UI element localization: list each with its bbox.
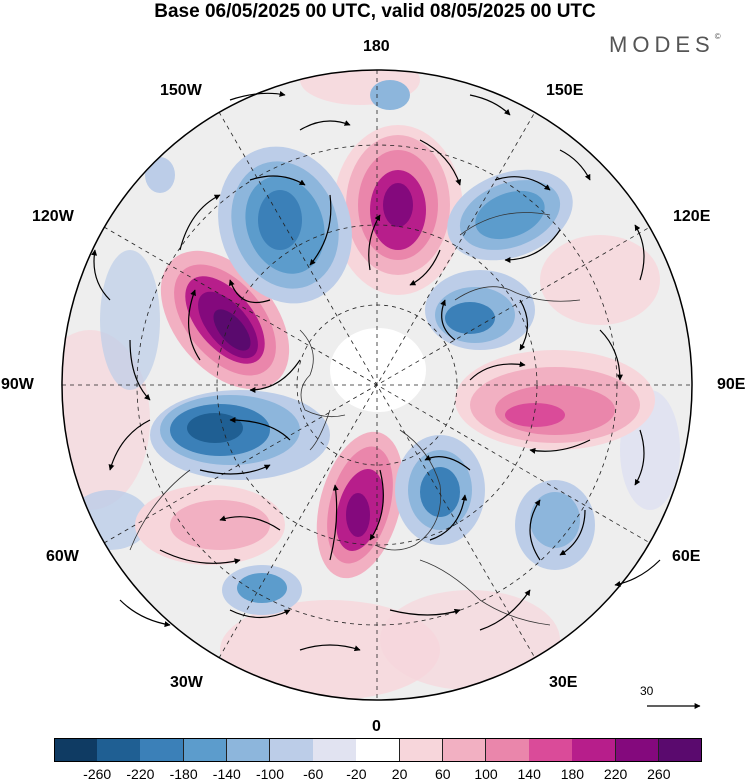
- reference-vector-label: 30: [640, 684, 654, 698]
- colorbar-tick-label: -140: [212, 766, 241, 782]
- field-layer: [62, 70, 692, 700]
- colorbar-swatch: [615, 738, 660, 762]
- map-border: [61, 69, 693, 701]
- anomaly-positive-siberia: [455, 350, 655, 450]
- anomaly-positive-greenland: [316, 431, 404, 579]
- colorbar-tick-label: -60: [303, 766, 324, 782]
- lon-label-120e: 120E: [673, 208, 711, 225]
- colorbar-swatch: [183, 738, 228, 762]
- anomaly-negative-hudson: [150, 390, 330, 480]
- lon-label-30e: 30E: [549, 674, 578, 691]
- colorbar-tick-label: -100: [255, 766, 285, 782]
- anomaly-positive-atlantic: [135, 485, 285, 565]
- colorbar-tick-label: -220: [126, 766, 155, 782]
- colorbar-tick-label: -180: [169, 766, 198, 782]
- lon-label-150e: 150E: [546, 82, 584, 99]
- anomaly-negative-alaska: [218, 146, 352, 304]
- lon-label-90w: 90W: [1, 376, 34, 393]
- anomaly-light-pos: [380, 590, 560, 690]
- anomaly-positive-siberia-east: [333, 125, 463, 295]
- lon-label-0: 0: [372, 718, 381, 735]
- colorbar-tick-label: 180: [560, 766, 585, 782]
- colorbar-tick-label: 20: [391, 766, 408, 782]
- colorbar-swatch: [313, 738, 357, 762]
- anomaly-negative-kara: [425, 270, 535, 350]
- anomaly-negative-small: [145, 157, 175, 193]
- colorbar-swatch: [442, 738, 487, 762]
- colorbar-tick-label: 260: [647, 766, 671, 782]
- graticule: [62, 70, 692, 700]
- lon-label-180: 180: [363, 38, 390, 55]
- colorbar-swatch: [356, 738, 401, 762]
- colorbar: [54, 738, 703, 762]
- colorbar-swatch: [54, 738, 98, 762]
- colorbar-tick-label: 60: [435, 766, 451, 782]
- wind-vectors: [91, 91, 661, 652]
- anomaly-negative-scandinavia: [395, 435, 485, 545]
- map-title: Base 06/05/2025 00 UTC, valid 08/05/2025…: [154, 1, 596, 22]
- colorbar-swatch: [226, 738, 271, 762]
- lon-label-30w: 30W: [170, 674, 203, 691]
- lon-label-60e: 60E: [672, 548, 701, 565]
- colorbar-swatch: [140, 738, 185, 762]
- colorbar-swatch: [529, 738, 573, 762]
- anomaly-light-pos: [540, 235, 660, 325]
- brand-name: MODES: [609, 32, 715, 57]
- colorbar-tick-label: 100: [474, 766, 498, 782]
- pole-neutral-zone: [330, 328, 426, 412]
- colorbar-swatch: [97, 738, 141, 762]
- anomaly-light-neg: [100, 250, 160, 390]
- lon-label-90e: 90E: [717, 376, 746, 393]
- colorbar-swatch: [399, 738, 444, 762]
- anomaly-negative-kamchatka: [447, 169, 573, 261]
- colorbar-swatch: [270, 738, 314, 762]
- lon-label-60w: 60W: [46, 548, 79, 565]
- colorbar-frame: [54, 738, 702, 762]
- lon-label-150w: 150W: [160, 82, 202, 99]
- coastlines: [129, 212, 581, 626]
- anomaly-negative-atlantic: [222, 565, 302, 615]
- colorbar-tick-label: 140: [517, 766, 541, 782]
- anomaly-negative-small: [370, 80, 410, 110]
- colorbar-tick-label: -260: [83, 766, 112, 782]
- lon-label-120w: 120W: [32, 208, 74, 225]
- colorbar-tick-label: -20: [346, 766, 367, 782]
- colorbar-tick-label: 220: [603, 766, 628, 782]
- brand-logo: MODES©: [609, 32, 721, 58]
- colorbar-swatch: [572, 738, 617, 762]
- brand-mark: ©: [714, 32, 721, 41]
- colorbar-swatch: [658, 738, 703, 762]
